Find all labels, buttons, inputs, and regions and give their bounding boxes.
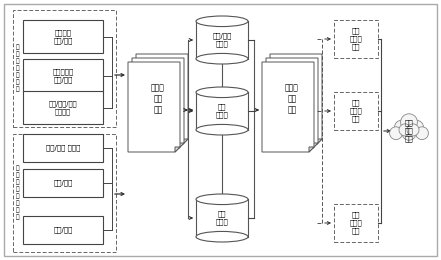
Text: 정
형
데
이
터
정
제: 정 형 데 이 터 정 제 bbox=[16, 45, 19, 92]
Bar bbox=[334, 20, 378, 58]
Polygon shape bbox=[179, 143, 184, 148]
Text: 관계망
구축
모델: 관계망 구축 모델 bbox=[151, 83, 165, 115]
Text: 기업
관계망: 기업 관계망 bbox=[216, 211, 228, 225]
Polygon shape bbox=[132, 58, 184, 148]
Bar bbox=[23, 169, 103, 197]
Polygon shape bbox=[183, 139, 188, 144]
Ellipse shape bbox=[196, 87, 248, 98]
Ellipse shape bbox=[196, 54, 248, 64]
Bar bbox=[23, 59, 103, 92]
Polygon shape bbox=[128, 62, 180, 152]
Bar bbox=[13, 10, 116, 127]
Circle shape bbox=[408, 120, 424, 135]
Text: 기업/시장 보고서: 기업/시장 보고서 bbox=[46, 145, 80, 151]
Bar bbox=[334, 92, 378, 130]
Text: 기술
유사도
추정: 기술 유사도 추정 bbox=[350, 100, 363, 122]
Polygon shape bbox=[270, 54, 322, 144]
Circle shape bbox=[399, 124, 411, 136]
Circle shape bbox=[402, 126, 416, 140]
Text: 산업/시장
관계망: 산업/시장 관계망 bbox=[212, 33, 232, 47]
Text: 비상장기업
원장/회계: 비상장기업 원장/회계 bbox=[52, 68, 74, 83]
Ellipse shape bbox=[196, 16, 248, 27]
Polygon shape bbox=[313, 143, 318, 148]
Circle shape bbox=[407, 124, 419, 136]
Ellipse shape bbox=[196, 194, 248, 205]
Text: 특허/논문: 특허/논문 bbox=[53, 227, 73, 233]
Polygon shape bbox=[262, 62, 314, 152]
Ellipse shape bbox=[196, 125, 248, 135]
Text: 기업/기술/산업
메타정보: 기업/기술/산업 메타정보 bbox=[49, 100, 77, 115]
Text: 뉴스/공시: 뉴스/공시 bbox=[53, 180, 73, 186]
Polygon shape bbox=[309, 147, 314, 152]
Circle shape bbox=[400, 114, 417, 131]
Text: 예측
모델
활용: 예측 모델 활용 bbox=[405, 120, 413, 142]
Circle shape bbox=[389, 127, 402, 140]
Ellipse shape bbox=[196, 231, 248, 242]
Bar bbox=[23, 216, 103, 244]
Circle shape bbox=[415, 127, 428, 140]
Text: 관계망
분석
모델: 관계망 분석 모델 bbox=[285, 83, 299, 115]
Polygon shape bbox=[317, 139, 322, 144]
Bar bbox=[13, 134, 116, 252]
Bar bbox=[23, 134, 103, 162]
Polygon shape bbox=[266, 58, 318, 148]
Polygon shape bbox=[175, 147, 180, 152]
Bar bbox=[334, 204, 378, 242]
Bar bbox=[23, 20, 103, 53]
Bar bbox=[196, 92, 248, 130]
Circle shape bbox=[394, 120, 410, 135]
Text: 상장기업
원장/회계: 상장기업 원장/회계 bbox=[53, 29, 73, 44]
Bar bbox=[196, 21, 248, 59]
Text: 비
정
형
데
이
터
정
제: 비 정 형 데 이 터 정 제 bbox=[16, 166, 19, 220]
Bar bbox=[196, 199, 248, 237]
Polygon shape bbox=[136, 54, 188, 144]
Text: 기업
유사도
추정: 기업 유사도 추정 bbox=[350, 212, 363, 235]
Bar bbox=[23, 91, 103, 124]
Text: 사업
유사도
추정: 사업 유사도 추정 bbox=[350, 28, 363, 50]
Text: 기술
관계망: 기술 관계망 bbox=[216, 104, 228, 118]
